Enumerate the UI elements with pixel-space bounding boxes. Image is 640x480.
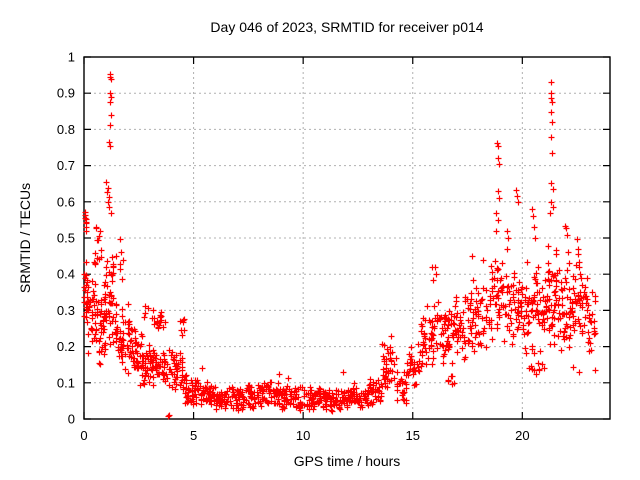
x-tick-label: 15 [406,428,420,443]
y-tick-label: 1 [68,50,75,65]
y-tick-label: 0 [68,412,75,427]
x-tick-label: 20 [515,428,529,443]
grid-lines [84,57,610,419]
y-tick-label: 0.4 [57,267,75,282]
y-tick-label: 0.1 [57,375,75,390]
x-tick-label: 5 [190,428,197,443]
x-axis-label: GPS time / hours [293,453,401,469]
y-tick-label: 0.5 [57,231,75,246]
plot-border [83,56,611,420]
y-tick-label: 0.8 [57,122,75,137]
y-tick-label: 0.7 [57,158,75,173]
y-tick-label: 0.6 [57,194,75,209]
y-tick-label: 0.2 [57,339,75,354]
chart-title: Day 046 of 2023, SRMTID for receiver p01… [210,19,484,35]
data-points [81,71,599,420]
x-tick-label: 10 [296,428,310,443]
y-tick-label: 0.3 [57,303,75,318]
y-tick-label: 0.9 [57,86,75,101]
x-tick-label: 0 [80,428,87,443]
